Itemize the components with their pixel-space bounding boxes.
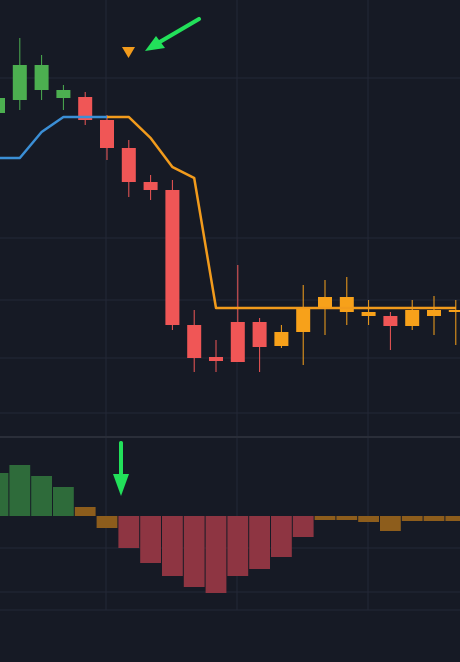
histogram-bar <box>380 516 401 531</box>
histogram-bar <box>140 516 161 563</box>
candle-body <box>78 97 93 120</box>
arrow-head <box>145 36 165 51</box>
histogram-bar <box>96 516 118 528</box>
candle-body <box>12 65 27 100</box>
candle-body <box>383 316 398 326</box>
candle-body <box>100 120 114 148</box>
candle-body <box>121 148 136 182</box>
histogram-bar <box>314 516 336 520</box>
marks <box>0 38 460 593</box>
candle-body <box>56 90 71 98</box>
candle-body <box>405 310 420 326</box>
candle-body <box>427 310 441 316</box>
histogram-bar <box>118 516 140 548</box>
candle-body <box>34 65 49 90</box>
histogram-bar <box>292 516 314 537</box>
arrow-shaft <box>156 17 201 45</box>
candle-body <box>0 98 5 113</box>
histogram-bar <box>9 465 31 516</box>
indicator-line <box>107 115 456 310</box>
histogram-bar <box>227 516 249 576</box>
indicator-line <box>0 115 107 160</box>
candle-body <box>165 190 180 325</box>
histogram-bar <box>53 487 74 516</box>
histogram-bar <box>74 507 96 516</box>
histogram-bar <box>162 516 183 576</box>
histogram-bar <box>271 516 292 557</box>
signal-marker <box>122 47 135 58</box>
annotations <box>113 17 201 496</box>
candle-body <box>274 332 289 346</box>
histogram-bar <box>31 476 52 516</box>
candle-body <box>339 297 354 312</box>
histogram-bar <box>336 516 358 520</box>
candle-body <box>318 297 332 307</box>
histogram-bar <box>401 516 423 521</box>
candle-body <box>143 182 158 190</box>
candle-body <box>361 312 376 316</box>
histogram-bar <box>358 516 379 522</box>
histogram-bar <box>249 516 270 569</box>
histogram-bar <box>423 516 445 521</box>
candle-body <box>252 322 267 347</box>
histogram-bar <box>0 473 9 516</box>
arrow-head <box>113 474 129 496</box>
candle-body <box>448 310 460 312</box>
histogram-bar <box>183 516 205 587</box>
candle-body <box>230 322 245 362</box>
candle-body <box>296 308 311 332</box>
candle-body <box>187 325 202 358</box>
candle-body <box>209 357 223 361</box>
histogram-bar <box>205 516 227 593</box>
histogram-bar <box>445 516 460 521</box>
